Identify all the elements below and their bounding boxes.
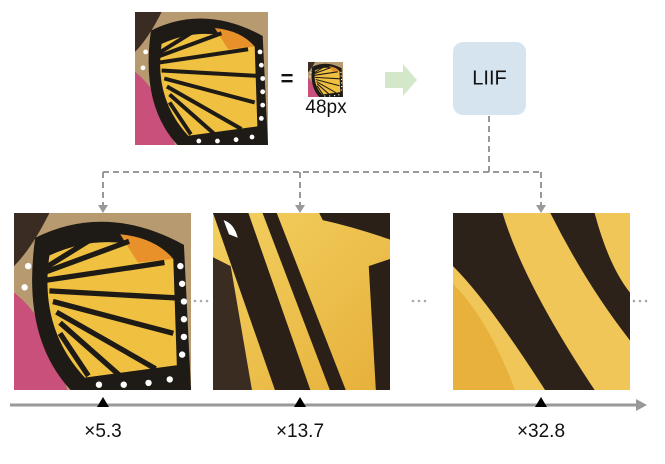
size-label: 48px	[305, 97, 347, 118]
output-image-part	[453, 213, 630, 390]
output-image-part-part	[368, 259, 390, 390]
scale-markers	[97, 397, 547, 407]
output-image-part-part	[223, 220, 238, 238]
output-image-part-part	[453, 283, 515, 390]
ellipsis-part	[632, 299, 636, 303]
model-box	[453, 42, 526, 115]
ellipsis-part	[423, 299, 427, 303]
connector-arrowheads-part	[536, 205, 546, 213]
scale-markers-part	[535, 397, 547, 407]
input-thumbnail-part	[308, 62, 343, 97]
ellipsis-part	[417, 299, 421, 303]
output-image-part-part	[453, 213, 595, 390]
ellipsis-part	[644, 299, 648, 303]
connector-arrowheads-part	[98, 205, 108, 213]
ellipsis-part	[205, 299, 209, 303]
ellipsis-part	[199, 299, 203, 303]
connector	[102, 116, 542, 206]
ellipsis-part	[638, 299, 642, 303]
output-image	[213, 213, 390, 390]
scale-markers-part	[97, 397, 109, 407]
input-thumbnail	[308, 62, 343, 97]
ellipsis	[193, 299, 648, 303]
flow-arrow	[385, 64, 417, 96]
scale-label: ×32.8	[517, 421, 565, 442]
input-image	[135, 12, 268, 145]
output-image-part-part	[213, 213, 311, 390]
ellipsis-part	[193, 299, 197, 303]
output-image-part-part	[319, 213, 390, 240]
output-image	[453, 213, 630, 390]
output-image-part-part	[262, 213, 346, 390]
model-label: LIIF	[472, 67, 506, 89]
equals-sign: =	[281, 66, 294, 91]
scale-markers-part	[294, 397, 306, 407]
connector-arrowheads-part	[295, 205, 305, 213]
scale-label: ×13.7	[276, 421, 324, 442]
output-image-part-part	[550, 213, 630, 341]
output-image-part-part	[213, 257, 252, 390]
output-image	[14, 213, 191, 390]
scale-label: ×5.3	[84, 421, 122, 442]
output-image-part	[14, 213, 191, 390]
connector-arrowheads	[98, 205, 546, 213]
output-image-part	[213, 213, 390, 390]
ellipsis-part	[411, 299, 415, 303]
axis-arrowhead	[636, 399, 647, 411]
input-image-part	[135, 12, 268, 145]
